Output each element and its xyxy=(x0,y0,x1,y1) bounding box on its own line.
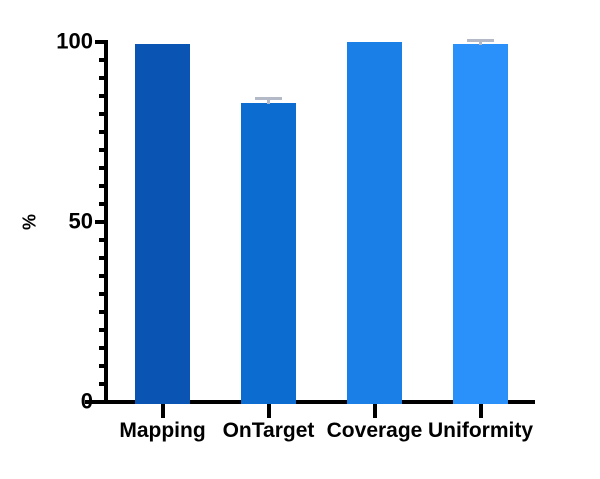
y-minor-tick xyxy=(99,292,108,296)
y-tick-label: 0 xyxy=(80,388,93,414)
y-minor-tick xyxy=(99,94,108,98)
y-axis-title: % xyxy=(19,213,40,231)
x-category-label: Uniformity xyxy=(428,419,533,442)
y-minor-tick xyxy=(99,274,108,278)
x-category-label: OnTarget xyxy=(222,419,315,442)
y-minor-tick xyxy=(99,310,108,314)
bar-coverage xyxy=(347,42,402,404)
x-category-tick xyxy=(266,404,271,418)
x-category-label: Coverage xyxy=(326,419,423,442)
y-minor-tick xyxy=(99,166,108,170)
y-minor-tick xyxy=(99,346,108,350)
error-bar-cap xyxy=(467,38,494,42)
x-category-tick xyxy=(372,404,377,418)
y-major-tick xyxy=(95,40,108,44)
y-minor-tick xyxy=(99,256,108,260)
x-category-tick xyxy=(478,404,483,418)
y-minor-tick xyxy=(99,382,108,386)
y-minor-tick xyxy=(99,238,108,242)
error-bar-stem xyxy=(267,96,270,105)
x-axis-line xyxy=(85,400,535,404)
bar-uniformity xyxy=(453,43,508,404)
x-category-label: Mapping xyxy=(119,419,206,442)
y-tick-label: 100 xyxy=(56,28,93,54)
y-tick-label: 50 xyxy=(68,208,93,234)
y-minor-tick xyxy=(99,364,108,368)
y-major-tick xyxy=(95,220,108,224)
error-bar-cap xyxy=(255,96,282,100)
y-minor-tick xyxy=(99,58,108,62)
bar-mapping xyxy=(135,44,190,404)
y-minor-tick xyxy=(99,148,108,152)
bar-ontarget xyxy=(241,103,296,404)
y-minor-tick xyxy=(99,328,108,332)
y-major-tick xyxy=(95,400,108,404)
y-minor-tick xyxy=(99,76,108,80)
x-category-tick xyxy=(160,404,165,418)
y-minor-tick xyxy=(99,202,108,206)
y-minor-tick xyxy=(99,184,108,188)
y-minor-tick xyxy=(99,130,108,134)
y-minor-tick xyxy=(99,112,108,116)
